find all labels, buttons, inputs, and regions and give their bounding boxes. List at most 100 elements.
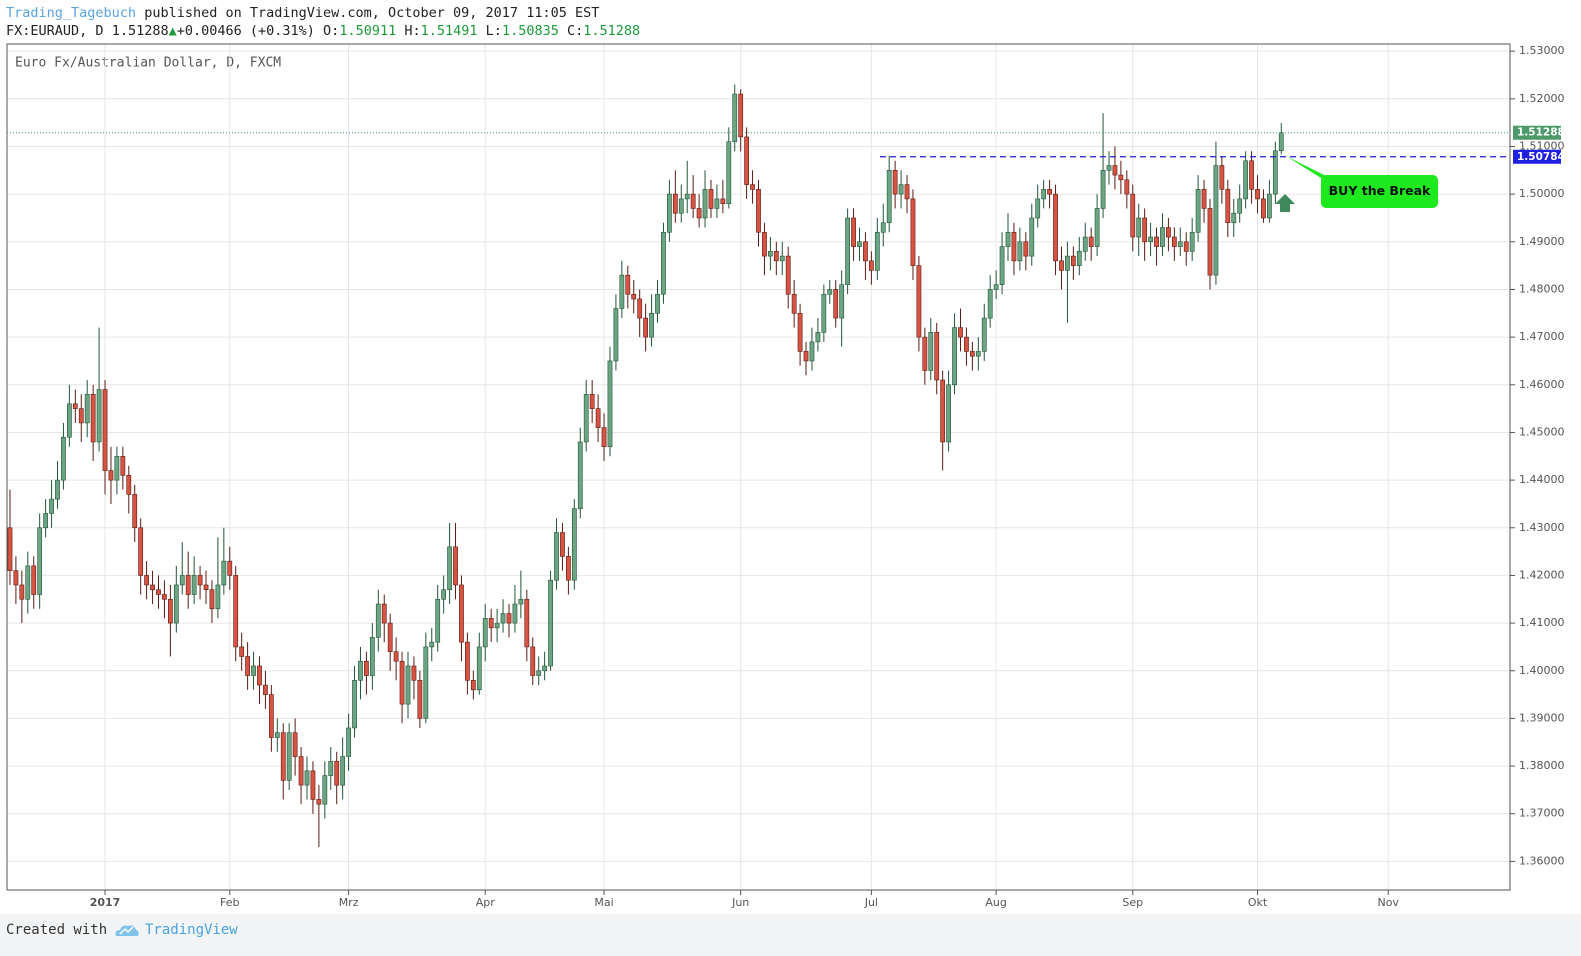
y-tick-label: 1.49000 [1519,235,1565,248]
header-line: Trading_Tagebuch published on TradingVie… [6,4,640,22]
candle-body [268,694,274,738]
published: published on TradingView.com, October 09… [144,5,600,21]
candle-body [560,532,565,557]
candle-body [375,603,381,638]
candle-body [453,546,458,586]
candle-body [358,660,363,681]
candle-body [732,93,738,143]
candle-body [1148,236,1153,243]
candle-body [191,575,197,595]
candle-body [1231,212,1237,224]
candle-body [987,289,993,319]
candle-body [346,727,351,757]
up-triangle: ▲ [168,23,177,39]
candle-body [197,575,203,586]
candle-body [1070,255,1076,266]
candle-body [114,455,120,481]
candle-body [470,679,476,691]
candle-body [1136,217,1142,238]
candle-body [66,403,72,438]
x-tick-label: Jul [864,896,878,909]
candle-body [542,665,548,672]
candle-body [25,565,31,600]
candle-body [518,598,524,605]
candle-body [851,217,856,247]
candle-body [387,622,393,652]
candle-body [274,732,280,738]
candle-body [1094,208,1100,247]
candle-body [607,360,613,448]
x-tick-label: Jun [731,896,749,909]
candle-body [263,684,268,695]
x-tick-label: Sep [1122,896,1143,909]
candle-body [316,799,322,805]
candle-body [785,255,791,295]
candle-body [37,527,43,595]
candle-body [369,637,375,676]
change: +0.00466 (+0.31%) [176,23,315,39]
candle-body [809,341,815,362]
candle-body [530,646,536,676]
up-arrow [1275,194,1295,212]
candle-body [49,498,54,514]
candle-body [702,189,708,219]
candle-body [577,441,583,510]
candle-body [566,556,571,581]
candle-body [768,251,773,257]
candle-body [251,665,256,676]
candle-body [589,394,595,409]
candle-body [506,613,512,624]
candle-body [1225,189,1231,224]
level-label: 1.50784 [1517,151,1565,163]
candle-body [405,665,411,705]
candle-body [595,408,601,428]
candle-body [583,394,589,443]
candle-body [993,284,999,290]
candle-body [708,189,714,209]
candle-body [1160,227,1165,247]
candle-body [625,274,631,295]
candle-body [981,317,987,352]
candle-body [126,475,132,495]
ohlc-key: L: [485,23,502,39]
candle-body [328,761,334,776]
y-tick-label: 1.39000 [1519,711,1565,724]
candle-body [637,298,643,319]
level-box [1513,149,1561,164]
candle-body [78,408,84,424]
candle-body [1237,198,1243,214]
last-price-label: 1.51288 [1517,127,1565,139]
candle-body [381,603,387,624]
y-tick-label: 1.41000 [1519,616,1565,629]
candle-body [1142,217,1148,243]
candle-body [833,289,839,319]
candle-body [447,546,452,591]
footer-brand[interactable]: TradingView [145,922,238,938]
header-line: FX:EURAUD, D 1.51288▲+0.00466 (+0.31%) O… [6,22,640,40]
candle-body [1171,236,1177,247]
candle-body [946,384,951,443]
chart-title: Euro Fx/Australian Dollar, D, FXCM [15,56,281,71]
y-tick-label: 1.44000 [1519,473,1565,486]
x-tick-label: Nov [1377,896,1399,909]
candle-body [221,560,227,586]
candle-body [1082,236,1088,252]
candle-body [1005,231,1011,247]
candle-body [910,198,916,266]
candle-body [714,198,720,209]
author[interactable]: Trading_Tagebuch [6,5,137,21]
chart: Euro Fx/Australian Dollar, D, FXCM 1.360… [6,43,1565,909]
candle-body [678,198,684,214]
y-tick-label: 1.51000 [1519,139,1565,152]
y-tick-label: 1.45000 [1519,425,1565,438]
candle-body [411,665,417,681]
candle-body [120,455,126,476]
plot-border [6,43,1511,891]
candle-body [233,575,239,648]
candle-body [779,255,785,262]
candle-body [239,646,245,657]
candle-body [31,565,37,595]
candle-body [108,470,114,481]
candle-body [1189,231,1195,252]
candle-body [102,389,108,471]
